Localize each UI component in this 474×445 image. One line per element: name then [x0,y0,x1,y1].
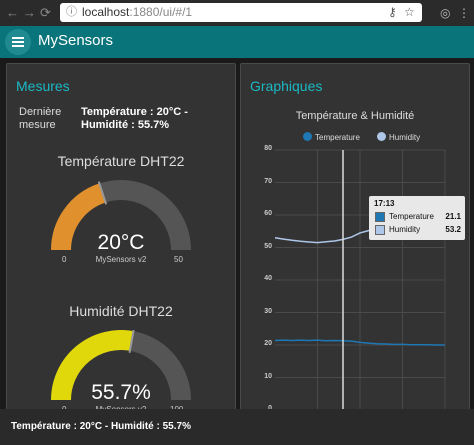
menu-icon-bar [12,41,24,43]
temperature-gauge-min: 0 [62,255,67,264]
legend-temperature-label[interactable]: Temperature [315,133,360,142]
card-title: Mesures [16,78,70,94]
y-tick-label: 40 [264,275,272,282]
series-line-temperature[interactable] [274,339,445,346]
tooltip-humidity-swatch [375,225,385,235]
gauge-fill [51,330,134,401]
browser-toolbar: ← → ⟳ ⓘ localhost:1880/ui/#/1 ⚷ ☆ ◎ ⋮ [0,0,474,27]
y-tick-label: 80 [264,145,272,152]
card-title: Graphiques [250,78,323,94]
legend-temperature-swatch[interactable] [303,132,312,141]
temperature-gauge [51,180,191,251]
y-tick-label: 50 [264,242,272,250]
menu-icon-bar [12,37,24,39]
humidity-gauge [51,330,191,401]
menu-icon-bar [12,45,24,47]
line-chart[interactable] [241,64,469,424]
url-path: :1880/ui/#/1 [129,5,193,19]
y-tick-label: 70 [264,177,272,185]
browser-menu-icon[interactable]: ⋮ [458,6,470,20]
app-toolbar: MySensors [0,26,474,58]
app-title: MySensors [38,32,114,49]
y-tick-label: 0 [258,405,272,412]
extension-icon[interactable]: ◎ [440,6,451,20]
temperature-gauge-units: MySensors v2 [95,255,147,264]
humidity-gauge-title: Humidité DHT22 [69,303,173,319]
tooltip-humidity-value: 53.2 [445,225,461,234]
temperature-gauge-max: 50 [174,255,183,264]
humidity-gauge-value: 55.7% [91,381,151,404]
legend-humidity-label[interactable]: Humidity [389,133,421,142]
gauge-fill [51,183,106,251]
legend-humidity-swatch[interactable] [377,132,386,141]
chart-title: Température & Humidité [295,110,415,122]
temperature-gauge-title: Température DHT22 [57,153,185,169]
hamburger-menu-button[interactable] [5,29,31,55]
tooltip-temperature-value: 21.1 [445,212,461,221]
tooltip-temperature-swatch [375,212,385,222]
last-measure-label-line1: Dernière [19,106,62,118]
last-measure-value-line1: Température : 20°C - [81,106,188,118]
info-icon[interactable]: ⓘ [66,6,77,18]
last-measure-label-line2: mesure [19,119,56,131]
y-tick-label: 60 [264,210,272,217]
chart-tooltip: 17:13 Temperature 21.1 Humidity 53.2 [369,196,465,240]
tooltip-time: 17:13 [374,199,395,208]
back-button[interactable]: ← [6,5,19,20]
graphiques-card: Graphiques Température & Humidité Temper… [240,63,470,425]
bookmark-star-icon[interactable]: ☆ [404,5,415,19]
notification-toast[interactable]: Température : 20°C - Humidité : 55.7% [0,409,474,445]
y-tick-label: 30 [264,307,272,315]
reload-button[interactable]: ⟳ [40,5,51,20]
y-tick-label: 10 [264,372,272,380]
temperature-gauge-value: 20°C [97,231,145,254]
mesures-card: Mesures Dernière mesure Température : 20… [6,63,236,425]
tooltip-humidity-label: Humidity [389,225,421,234]
toast-text: Température : 20°C - Humidité : 55.7% [11,421,191,432]
key-icon[interactable]: ⚷ [388,5,397,19]
url-text: localhost:1880/ui/#/1 [82,3,192,22]
gauge-needle [128,330,135,353]
tooltip-temperature-label: Temperature [389,212,434,221]
gauge-needle [97,181,108,205]
forward-button[interactable]: → [23,5,36,20]
last-measure-value-line2: Humidité : 55.7% [81,119,170,131]
url-host: localhost [82,5,130,19]
address-bar[interactable]: ⓘ localhost:1880/ui/#/1 ⚷ ☆ [60,3,422,22]
y-tick-label: 20 [264,340,272,347]
